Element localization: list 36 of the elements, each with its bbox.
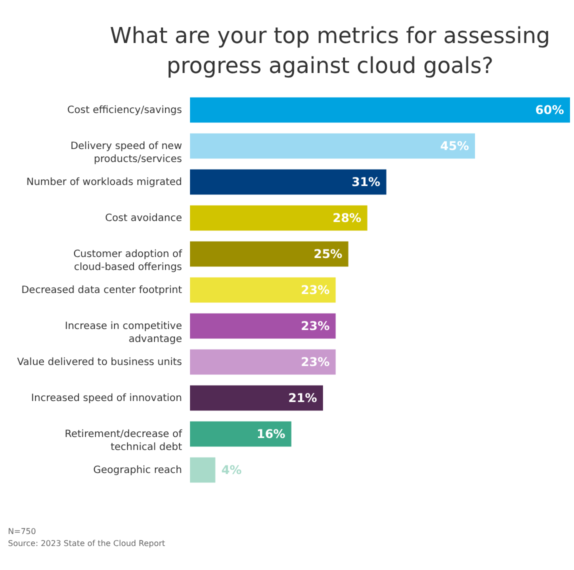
y-tick-label: Cost avoidance: [105, 213, 182, 224]
bar: [190, 349, 336, 375]
bar: [190, 457, 216, 483]
data-label: 28%: [332, 211, 362, 225]
bar: [190, 133, 475, 159]
bar: [190, 169, 386, 195]
chart-title: What are your top metrics for assessing progress against cloud goals?: [110, 24, 550, 79]
data-label: 23%: [300, 283, 330, 297]
bar: [190, 421, 292, 447]
bar: [190, 313, 336, 339]
data-label: 25%: [314, 247, 342, 261]
y-tick-label: Customer adoption of cloud-based offerings: [73, 249, 182, 273]
bar: [190, 385, 323, 411]
data-label: 60%: [535, 103, 564, 117]
data-label: 23%: [300, 319, 330, 333]
data-label: 23%: [300, 355, 330, 369]
data-label: 21%: [288, 391, 317, 405]
data-label: 16%: [256, 427, 286, 441]
y-tick-label: Cost efficiency/savings: [67, 105, 182, 116]
y-tick-label: Geographic reach: [93, 465, 182, 476]
data-label: 45%: [440, 139, 469, 153]
y-tick-label: Value delivered to business units: [17, 357, 182, 368]
data-label: 4%: [221, 463, 242, 477]
bar: [190, 205, 368, 231]
y-tick-label: Increase in competitive advantage: [64, 321, 182, 345]
y-tick-label: Increased speed of innovation: [31, 393, 182, 404]
y-tick-label: Delivery speed of new products/services: [70, 141, 182, 165]
bar: [190, 277, 336, 303]
y-tick-label: Retirement/decrease of technical debt: [64, 429, 182, 453]
y-tick-label: Decreased data center footprint: [21, 285, 182, 296]
y-tick-label: Number of workloads migrated: [26, 177, 182, 188]
data-label: 31%: [352, 175, 380, 189]
source-note: Source: 2023 State of the Cloud Report: [8, 539, 166, 548]
text: N=750: [8, 527, 36, 536]
bar: [190, 97, 570, 123]
bar: [190, 241, 348, 267]
